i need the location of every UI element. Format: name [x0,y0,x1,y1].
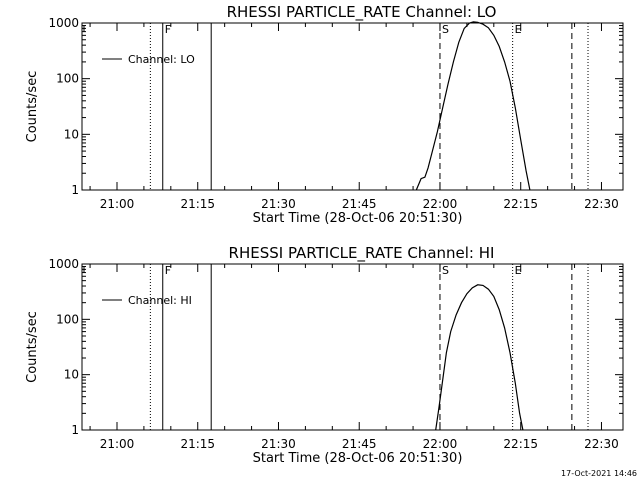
y-tick-label-0: 10 [64,127,79,141]
legend-entry-1: Channel: HI [128,294,192,307]
y-tick-label-0: 1 [71,183,79,197]
x-axis-label-1: Start Time (28-Oct-06 20:51:30) [253,451,463,466]
y-axis-label-1: Counts/sec [25,311,40,383]
y-tick-label-0: 1000 [48,16,79,30]
x-tick-label-0: 22:00 [423,197,458,211]
y-tick-label-1: 100 [56,312,79,326]
marker-label-F-0: F [165,23,171,36]
y-tick-label-1: 1000 [48,257,79,271]
x-tick-label-1: 21:00 [100,437,135,451]
x-tick-label-0: 22:30 [584,197,619,211]
x-tick-label-0: 21:30 [261,197,296,211]
y-tick-label-1: 10 [64,368,79,382]
x-tick-label-1: 22:15 [503,437,538,451]
marker-label-E-1: E [515,264,522,277]
y-tick-label-0: 100 [56,72,79,86]
legend-entry-0: Channel: LO [128,53,195,66]
marker-label-F-1: F [165,264,171,277]
x-tick-label-1: 22:00 [423,437,458,451]
x-tick-label-0: 22:15 [503,197,538,211]
x-tick-label-1: 21:45 [342,437,377,451]
x-axis-label-0: Start Time (28-Oct-06 20:51:30) [253,211,463,226]
y-tick-label-1: 1 [71,423,79,437]
series-line-0-0 [415,21,531,191]
x-tick-label-1: 21:30 [261,437,296,451]
x-tick-label-1: 22:30 [584,437,619,451]
footer-timestamp: 17-Oct-2021 14:46 [561,469,637,478]
series-line-1-0 [435,284,524,431]
chart-title-0: RHESSI PARTICLE_RATE Channel: LO [227,3,497,22]
y-axis-label-0: Counts/sec [25,71,40,143]
marker-label-S-1: S [442,264,449,277]
marker-label-E-0: E [515,23,522,36]
x-tick-label-0: 21:15 [180,197,215,211]
x-tick-label-1: 21:15 [180,437,215,451]
x-tick-label-0: 21:00 [100,197,135,211]
chart-title-1: RHESSI PARTICLE_RATE Channel: HI [229,244,495,263]
plot-frame-1 [81,263,624,431]
x-tick-label-0: 21:45 [342,197,377,211]
marker-label-S-0: S [442,23,449,36]
plot-frame-0 [81,22,624,191]
